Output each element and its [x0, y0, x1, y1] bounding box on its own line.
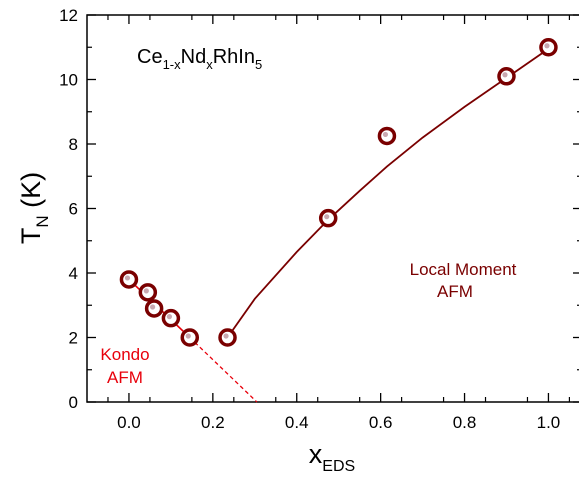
y-tick-label: 0 [69, 393, 78, 412]
data-point [138, 283, 158, 302]
formula-subscript: x [206, 57, 213, 72]
data-point-highlight [150, 304, 156, 310]
data-point-highlight [124, 275, 131, 281]
x-tick-label: 0.4 [285, 413, 309, 432]
x-tick-label: 0.8 [453, 413, 477, 432]
x-tick-label: 1.0 [537, 413, 561, 432]
data-point-highlight [185, 333, 191, 339]
data-point-highlight [223, 333, 229, 339]
local-moment-label-line2: AFM [437, 282, 473, 301]
x-axis-label-sub: EDS [322, 458, 355, 475]
x-tick-label: 0.6 [369, 413, 393, 432]
x-tick-label: 0.2 [201, 413, 225, 432]
kondo-label-line1: Kondo [100, 345, 149, 364]
local-moment-label-line1: Local Moment [410, 260, 517, 279]
data-point [318, 208, 338, 228]
data-point-highlight [544, 43, 550, 49]
y-axis-label-main: T [16, 228, 46, 245]
compound-formula: Ce1-xNdxRhIn5 [137, 46, 262, 72]
x-axis-label-main: x [309, 439, 323, 469]
y-tick-label: 4 [69, 264, 78, 283]
formula-text: RhIn [213, 46, 255, 68]
data-point-highlight [382, 131, 389, 138]
y-axis-label-sub: N [33, 215, 52, 227]
data-point [119, 270, 139, 289]
data-point-highlight [502, 72, 508, 78]
x-axis-label: xEDS [309, 439, 355, 475]
data-point-highlight [324, 214, 330, 220]
data-point [180, 328, 200, 347]
y-tick-label: 2 [69, 329, 78, 348]
y-tick-label: 8 [69, 135, 78, 154]
local-moment-fit-curve [226, 48, 549, 339]
data-point [539, 38, 558, 57]
data-point-highlight [143, 288, 149, 294]
y-axis-label-unit: (K) [16, 172, 46, 216]
y-tick-label: 12 [59, 6, 78, 25]
data-points [119, 38, 558, 347]
data-point-highlight [166, 314, 172, 320]
data-point [161, 308, 181, 328]
formula-subscript: 1-x [163, 57, 182, 72]
data-point [377, 126, 397, 146]
formula-text: Nd [181, 46, 207, 68]
fit-lines [128, 48, 549, 403]
y-tick-label: 10 [59, 71, 78, 90]
y-tick-label: 6 [69, 200, 78, 219]
kondo-label-line2: AFM [107, 368, 143, 387]
formula-subscript: 5 [255, 57, 262, 72]
x-tick-label: 0.0 [117, 413, 141, 432]
ticks: 0.0 0.2 0.4 0.6 0.8 1.0 0 2 4 6 8 10 12 [59, 6, 579, 432]
y-axis-label: TN (K) [16, 172, 52, 244]
data-point [218, 328, 237, 347]
data-point [144, 299, 164, 318]
formula-text: Ce [137, 46, 163, 68]
kondo-extrapolation-line [189, 337, 258, 403]
data-point [497, 67, 516, 86]
